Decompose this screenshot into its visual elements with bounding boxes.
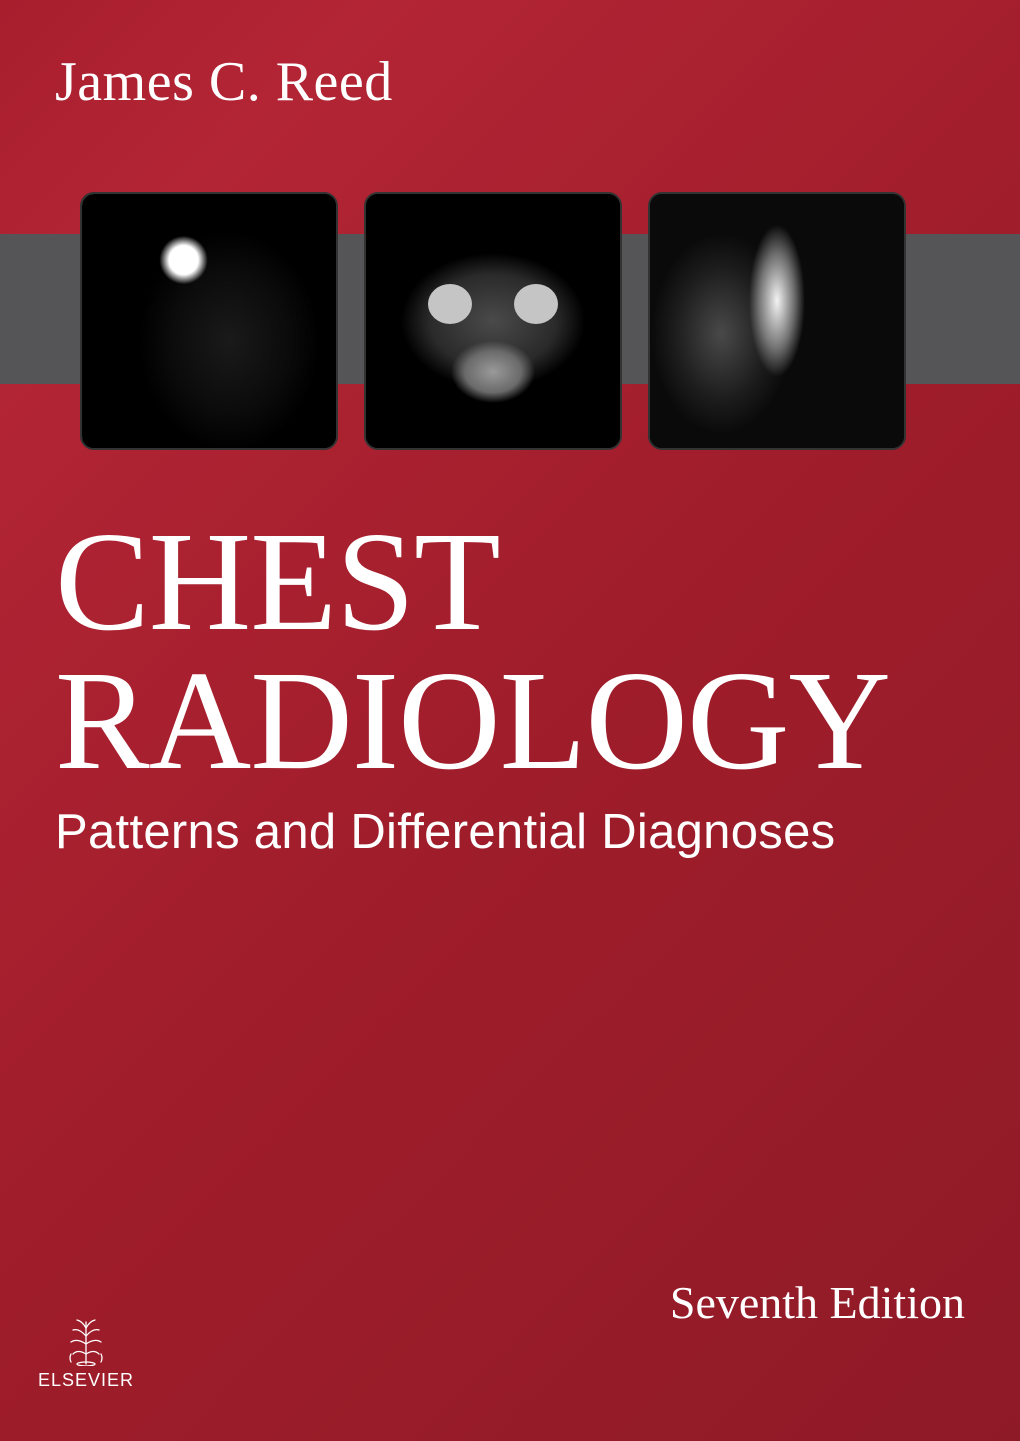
title-line-2: RADIOLOGY [55, 651, 1020, 790]
title-line-1: CHEST [55, 512, 1020, 651]
thumb-lung-ct [80, 192, 338, 450]
edition-label: Seventh Edition [670, 1276, 965, 1329]
author-block: James C. Reed [0, 0, 1020, 114]
thumb-chest-ct [364, 192, 622, 450]
book-cover: James C. Reed CHEST RADIOLOGY Patterns a… [0, 0, 1020, 1441]
chest-ct-image [366, 194, 620, 448]
thumb-chest-xray [648, 192, 906, 450]
image-band [0, 192, 1020, 450]
chest-xray-image [650, 194, 904, 448]
title-block: CHEST RADIOLOGY Patterns and Differentia… [0, 450, 1020, 860]
elsevier-tree-icon [63, 1314, 109, 1366]
thumbnail-row [80, 192, 906, 450]
lung-ct-image [82, 194, 336, 448]
subtitle: Patterns and Differential Diagnoses [55, 804, 1020, 860]
publisher-name: ELSEVIER [38, 1370, 134, 1391]
publisher-block: ELSEVIER [38, 1314, 134, 1391]
author-name: James C. Reed [55, 50, 1020, 114]
